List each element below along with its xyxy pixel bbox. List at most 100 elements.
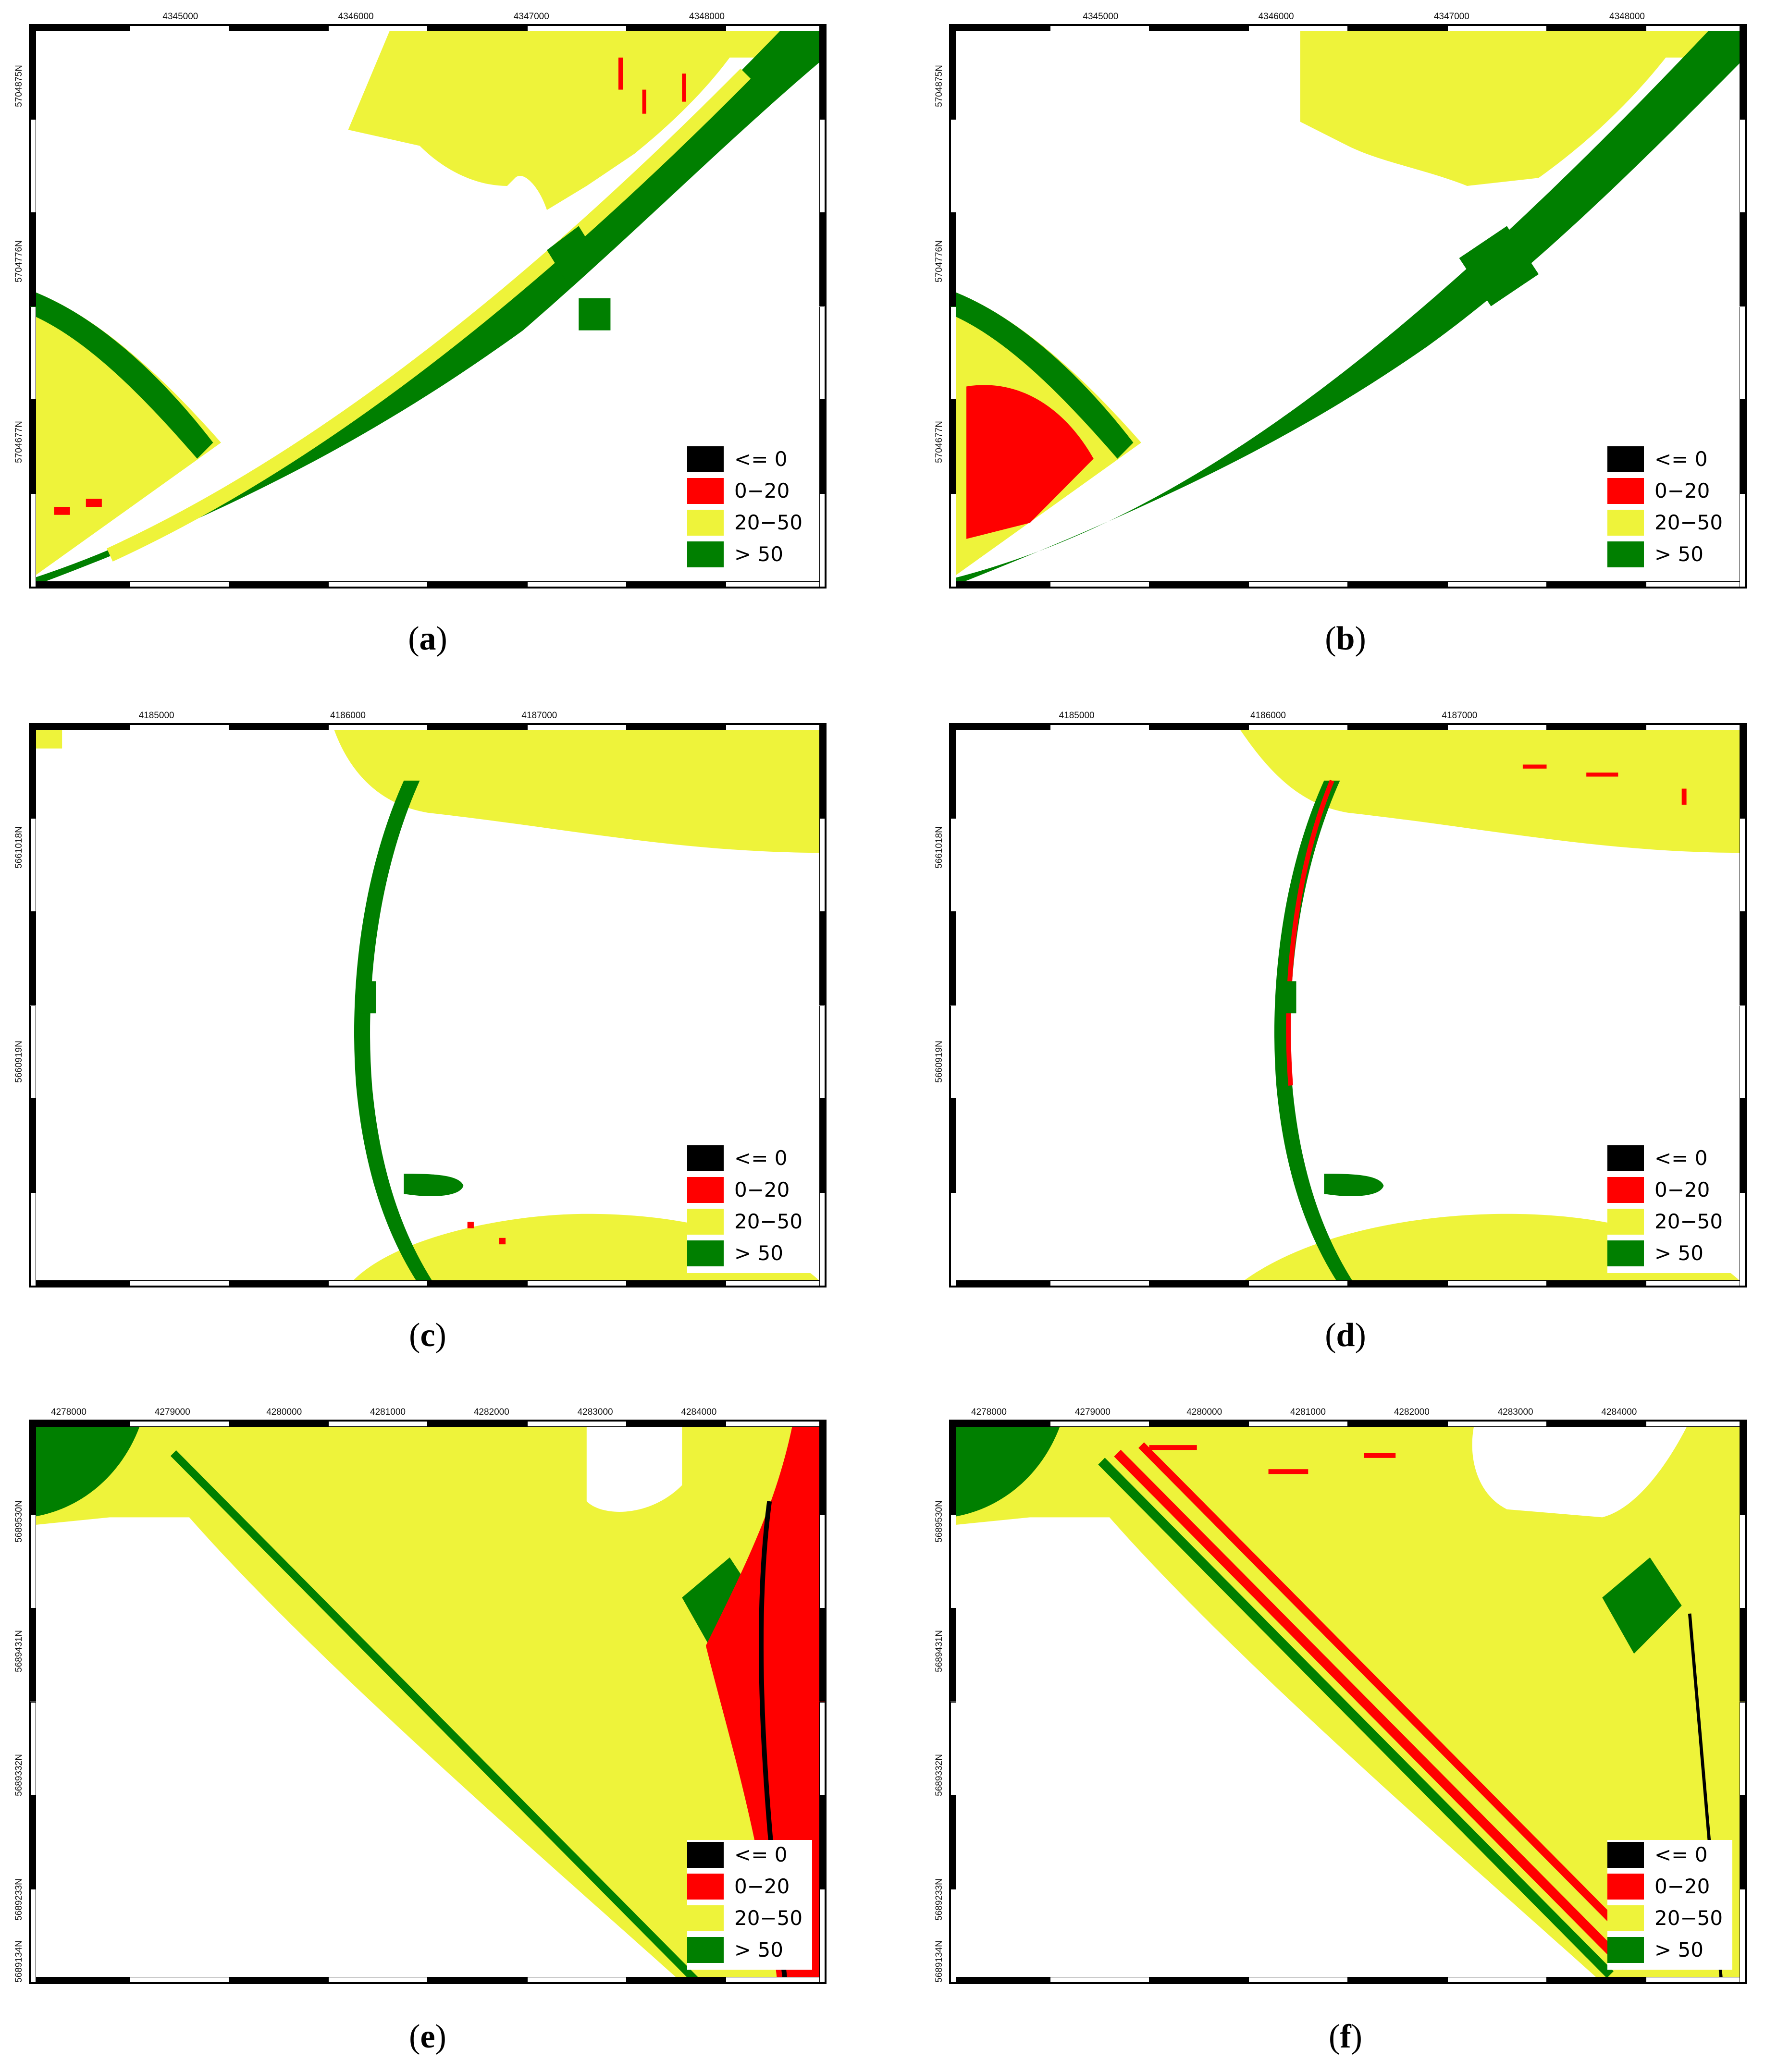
panel-caption: (a) [408, 620, 447, 657]
x-tick-label: 4345000 [1083, 12, 1119, 22]
legend-label: <= 0 [1654, 1146, 1708, 1170]
legend-swatch [1607, 1177, 1644, 1203]
legend-label: <= 0 [734, 1843, 788, 1866]
x-tick-label: 4346000 [1258, 12, 1294, 22]
legend-label: 20−50 [1654, 1906, 1723, 1930]
map-panel-c: 4185000 4186000 4187000 5661018N 5660919N <= … [14, 711, 827, 1287]
y-tick-label: 5689233N [934, 1878, 944, 1921]
x-tick-label: 4282000 [473, 1407, 509, 1417]
x-tick-label: 4278000 [51, 1407, 86, 1417]
panel-caption: (b) [1325, 620, 1366, 657]
legend-item: <= 0 [687, 1840, 812, 1870]
legend-label: 0−20 [1654, 1178, 1710, 1202]
map-panel-f: 4278000 4279000 4280000 4281000 4282000 42830… [934, 1407, 1747, 1984]
legend: <= 0 0−20 20−50 > 50 [687, 444, 812, 574]
legend-swatch [687, 1240, 724, 1266]
bottom-scale-bar [30, 1280, 825, 1286]
right-scale-bar [1740, 1421, 1745, 1983]
panel-caption: (f) [1329, 2018, 1362, 2055]
legend-swatch [1607, 446, 1644, 472]
y-tick-label: 5660919N [14, 1041, 24, 1083]
x-tick-label: 4281000 [370, 1407, 406, 1417]
legend: <= 0 0−20 20−50 > 50 [1607, 1840, 1732, 1970]
legend-swatch [687, 1145, 724, 1171]
x-tick-label: 4348000 [1609, 12, 1645, 22]
x-tick-label: 4279000 [1074, 1407, 1111, 1417]
legend-item: > 50 [1607, 1935, 1732, 1965]
x-tick-label: 4284000 [1601, 1407, 1637, 1417]
x-tick-label: 4283000 [577, 1407, 613, 1417]
legend-swatch [687, 510, 724, 536]
map-panel-e: 4278000 4279000 4280000 4281000 4282000 42830… [14, 1407, 827, 1984]
legend-label: > 50 [1654, 542, 1703, 566]
y-tick-label: 5661018N [934, 826, 944, 869]
panel-caption: (e) [409, 2018, 446, 2055]
legend-item: > 50 [1607, 539, 1732, 569]
legend-label: <= 0 [734, 1146, 788, 1170]
x-tick-label: 4185000 [1059, 711, 1095, 721]
y-tick-label: 5689134N [934, 1940, 944, 1983]
x-tick-label: 4346000 [338, 12, 374, 22]
legend-item: 20−50 [1607, 1903, 1732, 1933]
legend-item: 0−20 [687, 1872, 812, 1901]
left-scale-bar [950, 724, 956, 1286]
legend-label: > 50 [1654, 1241, 1703, 1265]
x-tick-label: 4280000 [266, 1407, 302, 1417]
bottom-scale-bar [950, 1280, 1745, 1286]
x-tick-label: 4279000 [154, 1407, 190, 1417]
x-tick-label: 4185000 [138, 711, 174, 721]
legend-label: 0−20 [734, 1875, 790, 1898]
legend-swatch [1607, 1240, 1644, 1266]
top-scale-bar [30, 724, 825, 730]
left-scale-bar [950, 25, 956, 587]
x-tick-label: 4187000 [521, 711, 557, 721]
legend-item: 0−20 [687, 476, 812, 506]
legend-label: 0−20 [734, 1178, 790, 1202]
legend-item: 20−50 [687, 1903, 812, 1933]
y-tick-label: 5689233N [14, 1878, 24, 1921]
bottom-scale-bar [950, 1977, 1745, 1983]
legend-label: 20−50 [734, 1906, 803, 1930]
legend-swatch [687, 478, 724, 504]
caption-letter: e [420, 2018, 435, 2055]
left-scale-bar [950, 1421, 956, 1983]
legend-item: 20−50 [687, 1207, 812, 1237]
y-tick-label: 5704776N [14, 240, 24, 282]
right-scale-bar [819, 25, 825, 587]
top-scale-bar [950, 25, 1745, 31]
legend-label: 20−50 [734, 1210, 803, 1233]
x-tick-label: 4283000 [1497, 1407, 1533, 1417]
x-tick-label: 4186000 [1250, 711, 1286, 721]
legend-swatch [1607, 1842, 1644, 1868]
legend-swatch [687, 446, 724, 472]
y-tick-label: 5689530N [14, 1500, 24, 1543]
legend-swatch [687, 1905, 724, 1931]
legend-label: <= 0 [1654, 1843, 1708, 1866]
legend-swatch [687, 1209, 724, 1235]
panel-caption: (c) [409, 1317, 446, 1354]
legend: <= 0 0−20 20−50 > 50 [1607, 444, 1732, 574]
right-scale-bar [1740, 724, 1745, 1286]
x-tick-label: 4284000 [681, 1407, 717, 1417]
legend-label: <= 0 [734, 447, 788, 471]
y-tick-label: 5689332N [934, 1754, 944, 1797]
x-tick-label: 4281000 [1290, 1407, 1326, 1417]
map-frame [29, 24, 827, 588]
legend: <= 0 0−20 20−50 > 50 [687, 1143, 812, 1273]
legend-swatch [1607, 1209, 1644, 1235]
legend-item: > 50 [687, 1238, 812, 1268]
y-tick-label: 5689431N [14, 1630, 24, 1672]
legend-item: 0−20 [1607, 476, 1732, 506]
caption-letter: c [420, 1317, 435, 1354]
x-tick-label: 4282000 [1394, 1407, 1430, 1417]
legend-swatch [687, 1937, 724, 1963]
legend-item: 20−50 [687, 508, 812, 538]
legend-label: 20−50 [1654, 1210, 1723, 1233]
legend-item: <= 0 [687, 1143, 812, 1173]
caption-letter: f [1340, 2018, 1351, 2055]
right-scale-bar [819, 1421, 825, 1983]
y-tick-label: 5689332N [14, 1754, 24, 1797]
x-tick-label: 4347000 [513, 12, 549, 22]
legend-label: > 50 [734, 542, 783, 566]
y-tick-label: 5704677N [14, 420, 24, 463]
